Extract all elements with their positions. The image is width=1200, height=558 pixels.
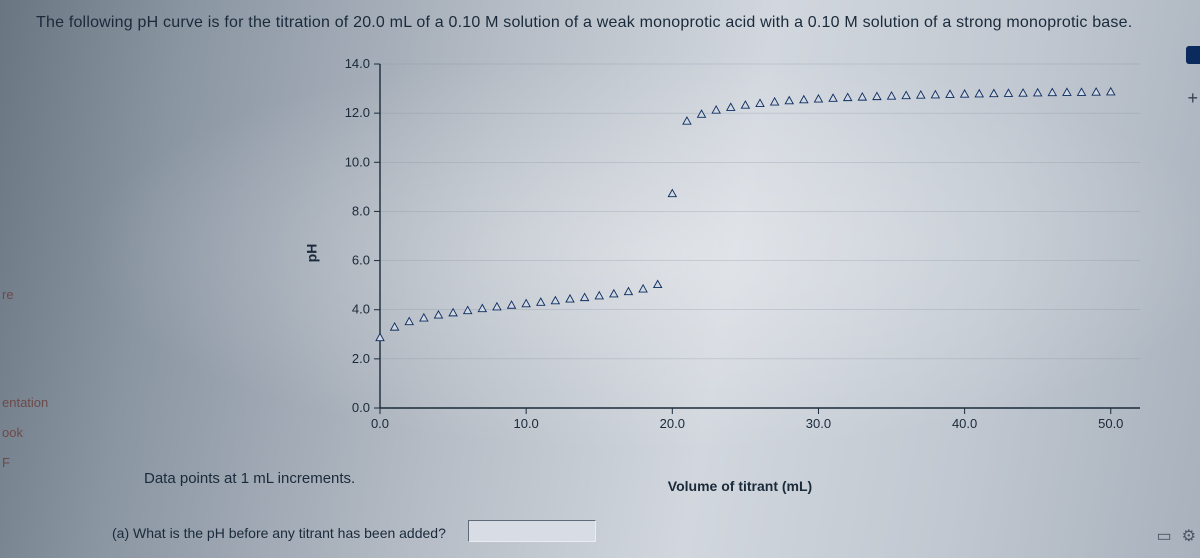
footer-icons: ▭ ⚙ [1157, 526, 1196, 546]
x-axis-label: Volume of titrant (mL) [330, 478, 1150, 494]
sidebar-item: entation [0, 388, 48, 418]
svg-text:4.0: 4.0 [352, 302, 370, 317]
svg-text:8.0: 8.0 [352, 203, 370, 218]
sidebar-item: ook [0, 418, 48, 448]
chart-svg: 0.0 2.0 4.0 6.0 8.0 10.0 12.0 14.0 0.0 10.0 20.0 30… [330, 58, 1150, 448]
data-caption: Data points at 1 mL increments. [144, 470, 355, 487]
svg-text:10.0: 10.0 [513, 416, 538, 431]
sidebar-item: re [0, 280, 48, 310]
book-icon: ▭ [1157, 526, 1172, 546]
answer-input[interactable] [468, 520, 596, 542]
svg-text:30.0: 30.0 [806, 416, 831, 431]
sidebar-fragments: re entation ook F [0, 280, 48, 478]
page-title: The following pH curve is for the titrat… [36, 14, 1132, 32]
right-edge-tab [1186, 46, 1200, 64]
svg-text:10.0: 10.0 [345, 154, 370, 169]
svg-text:14.0: 14.0 [345, 58, 370, 71]
svg-text:20.0: 20.0 [660, 416, 685, 431]
gear-icon: ⚙ [1182, 526, 1196, 546]
svg-text:40.0: 40.0 [952, 416, 977, 431]
svg-text:0.0: 0.0 [371, 416, 389, 431]
plus-icon: + [1187, 88, 1198, 109]
svg-text:2.0: 2.0 [352, 351, 370, 366]
titration-chart: pH 0.02.04.06.08.010.012.014.00.010.020.… [330, 58, 1150, 448]
svg-text:12.0: 12.0 [345, 105, 370, 120]
y-axis-label: pH [303, 244, 319, 263]
svg-text:6.0: 6.0 [352, 253, 370, 268]
question-a: (a) What is the pH before any titrant ha… [112, 525, 446, 541]
svg-text:0.0: 0.0 [352, 400, 370, 415]
sidebar-item: F [0, 448, 48, 478]
svg-text:50.0: 50.0 [1098, 416, 1123, 431]
